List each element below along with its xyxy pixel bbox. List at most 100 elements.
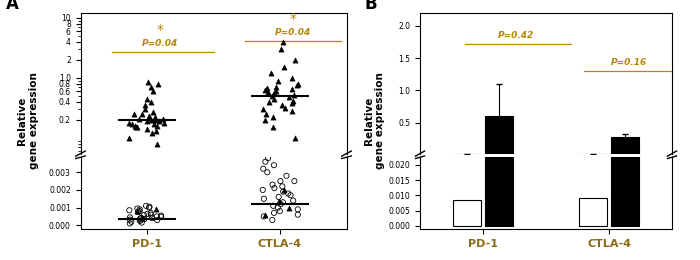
Text: Relative
gene expression: Relative gene expression (18, 73, 38, 169)
Point (153, 119, 164, 123)
Bar (580, 198, 607, 226)
Point (135, 218, 146, 222)
Point (258, 167, 269, 171)
Point (276, 103, 288, 107)
Point (132, 210, 144, 214)
Point (259, 88, 270, 93)
Point (145, 85, 156, 89)
Point (155, 215, 167, 219)
Point (141, 204, 152, 208)
Point (134, 209, 145, 213)
Point (132, 206, 143, 211)
Point (289, 179, 300, 183)
Point (146, 131, 158, 135)
Text: P=0.42: P=0.42 (498, 31, 534, 40)
Point (124, 222, 135, 226)
Bar (454, 154, 481, 155)
Point (277, 200, 288, 204)
Point (276, 184, 288, 188)
Point (142, 97, 153, 101)
Point (149, 115, 160, 120)
Point (258, 107, 269, 111)
Bar (580, 154, 607, 155)
Point (268, 163, 279, 167)
Point (131, 209, 142, 213)
Point (263, 100, 274, 104)
Point (270, 89, 281, 93)
Text: Relative
gene expression: Relative gene expression (364, 73, 385, 169)
Point (283, 191, 294, 196)
Point (150, 118, 161, 122)
Point (123, 121, 134, 125)
Point (148, 110, 159, 114)
Point (262, 170, 273, 174)
Text: P=0.16: P=0.16 (611, 58, 648, 67)
Point (291, 83, 302, 87)
Point (273, 198, 284, 203)
Point (131, 125, 142, 129)
Point (288, 99, 299, 103)
Point (273, 79, 284, 83)
Point (289, 58, 300, 62)
Point (281, 174, 292, 178)
Point (267, 115, 278, 120)
Point (155, 213, 167, 218)
Point (278, 65, 289, 69)
Text: *: * (157, 23, 164, 37)
Point (150, 129, 162, 133)
Point (142, 80, 153, 84)
Point (267, 94, 278, 98)
Point (150, 207, 162, 211)
Bar (454, 200, 481, 226)
Point (126, 220, 137, 224)
Point (260, 213, 271, 217)
Point (278, 188, 289, 192)
Point (262, 156, 274, 160)
Point (276, 47, 287, 51)
Point (151, 124, 162, 128)
Point (146, 100, 157, 104)
Point (278, 40, 289, 44)
Point (275, 179, 286, 183)
Point (267, 218, 278, 222)
Text: P=0.04: P=0.04 (142, 40, 178, 48)
Point (158, 121, 169, 125)
Bar (485, 116, 512, 155)
Point (288, 198, 299, 203)
Point (258, 197, 270, 201)
Point (267, 125, 279, 129)
Point (139, 213, 150, 217)
Point (129, 124, 140, 128)
Point (134, 219, 146, 223)
Point (268, 92, 279, 96)
Point (269, 186, 280, 190)
Point (151, 142, 162, 146)
Point (293, 82, 304, 86)
Point (144, 205, 155, 209)
Point (153, 82, 164, 86)
Point (268, 211, 279, 215)
Bar (611, 0, 638, 226)
Point (144, 205, 155, 210)
Point (126, 122, 137, 126)
Point (260, 160, 271, 164)
Point (136, 216, 147, 220)
Point (279, 106, 290, 110)
Point (274, 209, 286, 213)
Text: *: * (290, 12, 297, 26)
Point (146, 118, 157, 122)
Point (125, 218, 136, 222)
Point (146, 216, 158, 220)
Point (261, 86, 272, 90)
Point (143, 114, 154, 118)
Point (124, 136, 135, 140)
Point (270, 85, 281, 89)
Text: B: B (365, 0, 377, 13)
Point (134, 217, 146, 221)
Point (139, 107, 150, 111)
Point (273, 195, 284, 199)
Point (259, 118, 270, 122)
Point (288, 93, 300, 97)
Point (152, 218, 163, 222)
Point (128, 112, 139, 116)
